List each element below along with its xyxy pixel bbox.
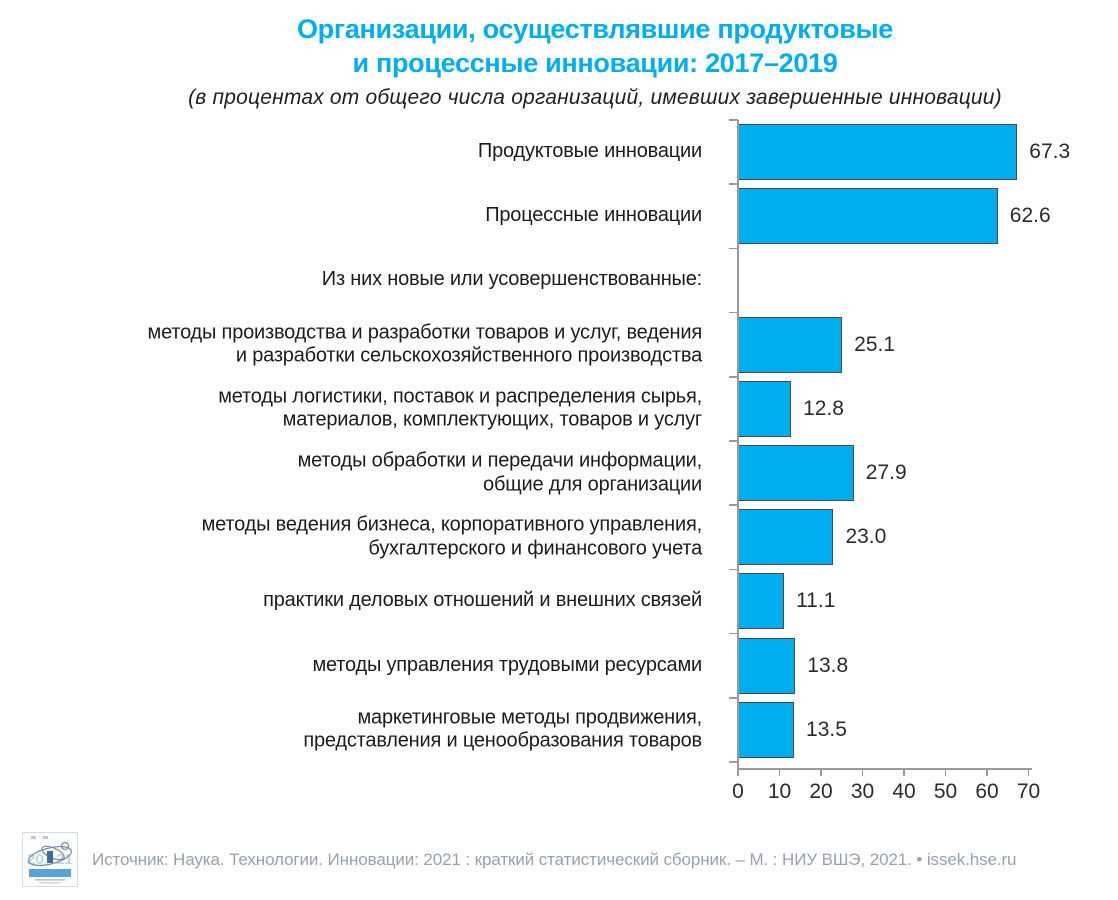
chart-row: практики деловых отношений и внешних свя…	[0, 569, 1118, 633]
booklet-cover-icon: 20 21	[27, 836, 73, 884]
x-axis-tick	[903, 768, 905, 776]
category-label: методы управления трудовыми ресурсами	[312, 653, 702, 676]
category-tick	[729, 376, 738, 378]
category-tick	[729, 311, 738, 314]
category-tick	[729, 697, 738, 699]
publication-cover-logo: 20 21	[22, 832, 78, 887]
category-label: методы производства и разработки товаров…	[147, 321, 703, 367]
chart-row: методы ведения бизнеса, корпоративного у…	[0, 505, 1118, 569]
chart-header: Организации, осуществлявшие продуктовые …	[80, 12, 1110, 112]
chart-row: методы логистики, поставок и распределен…	[0, 377, 1118, 441]
x-axis-tick	[861, 768, 864, 776]
bar	[738, 124, 1018, 181]
x-axis-tick-label: 40	[892, 780, 916, 803]
bar	[738, 188, 998, 245]
x-axis-tick-label: 70	[1016, 780, 1041, 803]
value-label: 12.8	[803, 396, 844, 420]
chart-row: методы управления трудовыми ресурсами 13.…	[0, 634, 1118, 698]
category-tick	[729, 632, 738, 635]
value-label: 67.3	[1029, 140, 1071, 164]
category-label: маркетинговые методы продвижения, предста…	[303, 706, 702, 752]
value-label: 13.8	[807, 653, 849, 677]
category-tick	[729, 183, 738, 185]
x-axis-tick-label: 20	[809, 780, 833, 803]
category-tick	[729, 247, 738, 250]
category-label: Процессные инновации	[485, 204, 702, 227]
category-tick	[729, 119, 738, 121]
chart-subtitle: (в процентах от общего числа организаций…	[188, 86, 1002, 109]
chart-title-line1: Организации, осуществлявшие продуктовые	[296, 14, 894, 44]
chart-row: Процессные инновации 62.6	[0, 184, 1118, 248]
category-tick	[729, 568, 738, 571]
x-axis-tick-label: 0	[732, 780, 744, 803]
chart-title-line2: и процессные инновации: 2017–2019	[352, 48, 838, 78]
value-label: 13.5	[806, 717, 847, 741]
bar	[738, 573, 785, 630]
category-label: методы логистики, поставок и распределен…	[218, 385, 702, 431]
y-axis-line	[737, 120, 739, 768]
chart-row: Продуктовые инновации 67.3	[0, 120, 1118, 184]
value-label: 27.9	[865, 461, 907, 485]
x-axis-tick-label: 50	[933, 780, 958, 803]
value-label: 23.0	[845, 525, 887, 549]
x-axis-tick-label: 60	[975, 780, 999, 803]
bar-chart: Продуктовые инновации 67.3 Процессные инно…	[0, 119, 1118, 820]
x-axis-line	[737, 768, 1032, 770]
category-tick	[729, 504, 738, 506]
category-label: Продуктовые инновации	[477, 140, 702, 163]
category-label: практики деловых отношений и внешних свя…	[263, 589, 702, 612]
value-label: 62.6	[1009, 204, 1051, 228]
category-tick	[729, 440, 738, 442]
x-axis-tick	[820, 768, 822, 776]
chart-row: маркетинговые методы продвижения, предста…	[0, 698, 1118, 762]
value-label: 11.1	[796, 589, 836, 613]
bar	[738, 316, 843, 373]
x-axis-tick-label: 30	[850, 780, 875, 803]
x-axis-tick	[1027, 768, 1030, 776]
x-axis-tick-label: 10	[767, 780, 792, 803]
chart-row: методы производства и разработки товаров…	[0, 313, 1118, 377]
chart-row: методы обработки и передачи информации, о…	[0, 441, 1118, 505]
category-tick	[729, 761, 738, 763]
chart-row: Из них новые или усовершенствованные:	[0, 248, 1118, 312]
source-citation: Источник: Наука. Технологии. Инновации: …	[92, 850, 1017, 869]
category-label: методы обработки и передачи информации, о…	[297, 449, 703, 496]
bar	[738, 509, 834, 566]
bar	[738, 445, 854, 502]
footer: 20 21 Источник: Наука. Технологии. Иннов…	[0, 830, 1118, 892]
x-axis-tick	[778, 768, 781, 776]
category-label: Из них новые или усовершенствованные:	[321, 268, 702, 291]
category-label: методы ведения бизнеса, корпоративного у…	[201, 513, 703, 560]
bar	[738, 701, 795, 758]
bar	[738, 380, 792, 437]
x-axis-tick	[944, 768, 947, 776]
bar	[738, 637, 796, 694]
x-axis-tick	[737, 768, 739, 776]
x-axis-tick	[986, 768, 988, 776]
value-label: 25.1	[854, 332, 896, 356]
